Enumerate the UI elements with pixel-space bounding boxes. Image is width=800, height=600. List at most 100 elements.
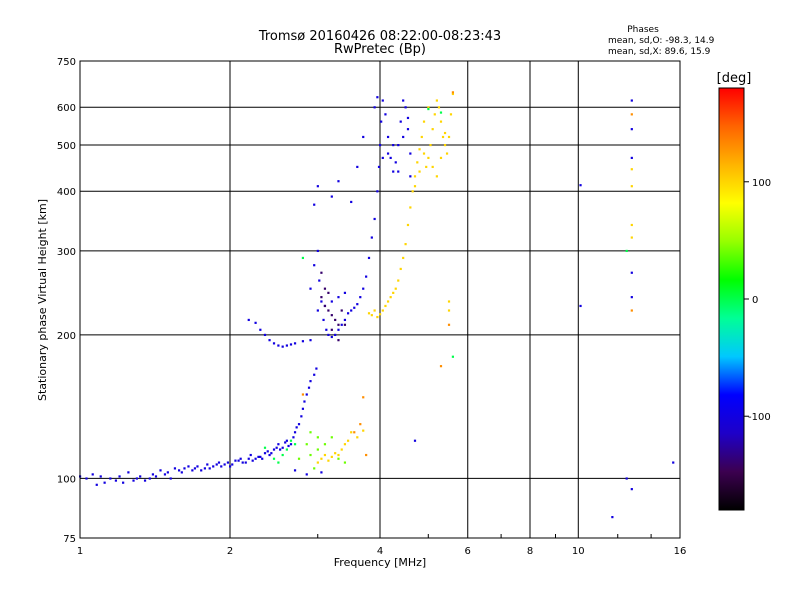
data-point bbox=[404, 243, 407, 246]
data-point bbox=[625, 249, 628, 253]
data-point bbox=[451, 92, 455, 96]
data-point bbox=[139, 475, 142, 478]
data-point bbox=[402, 256, 405, 260]
data-point bbox=[447, 309, 451, 312]
data-point bbox=[293, 431, 297, 434]
data-point bbox=[285, 439, 288, 442]
phase-stats-o: mean, sd,O: -98.3, 14.9 bbox=[608, 36, 715, 46]
data-point bbox=[337, 328, 340, 331]
data-point bbox=[226, 461, 230, 464]
data-point bbox=[292, 436, 295, 439]
data-point bbox=[320, 296, 323, 299]
data-point bbox=[630, 99, 633, 102]
data-point bbox=[239, 457, 242, 460]
data-point bbox=[330, 314, 333, 317]
data-point bbox=[254, 457, 257, 460]
data-point bbox=[409, 152, 412, 155]
data-point bbox=[346, 312, 350, 315]
data-point bbox=[343, 443, 347, 446]
data-point bbox=[212, 465, 215, 468]
data-point bbox=[373, 309, 376, 312]
data-point bbox=[389, 296, 392, 299]
data-point bbox=[367, 256, 371, 260]
x-tick-label: 4 bbox=[377, 546, 383, 557]
data-point bbox=[334, 452, 337, 455]
data-point bbox=[241, 461, 244, 464]
data-point bbox=[309, 431, 312, 434]
data-point bbox=[303, 400, 306, 403]
data-point bbox=[630, 488, 633, 491]
y-tick-label: 300 bbox=[57, 247, 76, 258]
data-point bbox=[422, 152, 426, 155]
data-point bbox=[625, 477, 628, 480]
data-point bbox=[334, 318, 337, 322]
data-point bbox=[191, 469, 194, 472]
data-point bbox=[451, 91, 455, 94]
data-point bbox=[163, 473, 167, 476]
data-point bbox=[359, 296, 362, 299]
data-point bbox=[330, 300, 333, 303]
data-point bbox=[630, 271, 633, 274]
data-point bbox=[365, 275, 368, 278]
data-point bbox=[300, 415, 303, 418]
data-point bbox=[394, 287, 397, 290]
data-point bbox=[404, 106, 407, 109]
colorbar bbox=[718, 87, 745, 511]
data-point bbox=[376, 190, 379, 193]
data-point bbox=[353, 431, 356, 434]
data-point bbox=[373, 106, 376, 109]
data-point bbox=[397, 279, 400, 282]
data-point bbox=[177, 469, 181, 472]
data-point bbox=[402, 135, 405, 139]
data-point bbox=[447, 323, 451, 326]
data-point bbox=[307, 386, 311, 389]
data-point bbox=[316, 436, 319, 439]
data-point bbox=[261, 457, 264, 460]
data-point bbox=[630, 156, 633, 160]
x-tick-label: 10 bbox=[572, 546, 585, 557]
y-tick-labels: 75 100 200 300 400 500 600 750 bbox=[57, 57, 76, 545]
y-tick-label: 100 bbox=[57, 474, 76, 485]
data-point bbox=[379, 143, 382, 147]
data-point bbox=[268, 453, 271, 457]
x-tick-labels: 1 2 4 6 8 10 16 bbox=[77, 546, 687, 557]
data-point bbox=[281, 453, 284, 457]
data-point bbox=[409, 206, 412, 209]
data-point bbox=[356, 436, 359, 439]
data-point bbox=[289, 439, 293, 442]
data-point bbox=[249, 453, 252, 457]
data-point bbox=[320, 300, 323, 303]
data-point bbox=[381, 156, 384, 160]
data-point bbox=[316, 309, 319, 312]
data-point bbox=[418, 148, 421, 151]
data-point bbox=[630, 168, 633, 171]
y-tick-label: 500 bbox=[57, 141, 76, 152]
data-point bbox=[337, 296, 340, 299]
data-point bbox=[377, 165, 381, 169]
y-tick-label: 75 bbox=[63, 534, 76, 545]
chart-subtitle: RwPretec (Bp) bbox=[334, 42, 426, 57]
data-point bbox=[289, 443, 293, 446]
data-point bbox=[422, 120, 426, 123]
data-point bbox=[397, 143, 400, 147]
data-point bbox=[340, 323, 343, 326]
data-point bbox=[367, 312, 371, 315]
data-point bbox=[343, 323, 347, 326]
data-point bbox=[323, 453, 327, 457]
data-point bbox=[270, 452, 273, 455]
data-point bbox=[301, 340, 305, 343]
data-point bbox=[173, 467, 177, 470]
data-point bbox=[337, 323, 340, 326]
data-point bbox=[630, 236, 633, 239]
data-point bbox=[418, 170, 421, 173]
y-tick-label: 750 bbox=[57, 57, 76, 68]
data-point bbox=[413, 175, 417, 178]
data-point bbox=[413, 439, 417, 442]
data-point bbox=[135, 477, 138, 480]
data-point bbox=[394, 161, 397, 164]
data-point bbox=[389, 156, 392, 160]
data-point bbox=[435, 99, 438, 102]
data-point bbox=[272, 457, 276, 460]
data-point bbox=[148, 477, 151, 480]
data-point bbox=[159, 469, 162, 472]
